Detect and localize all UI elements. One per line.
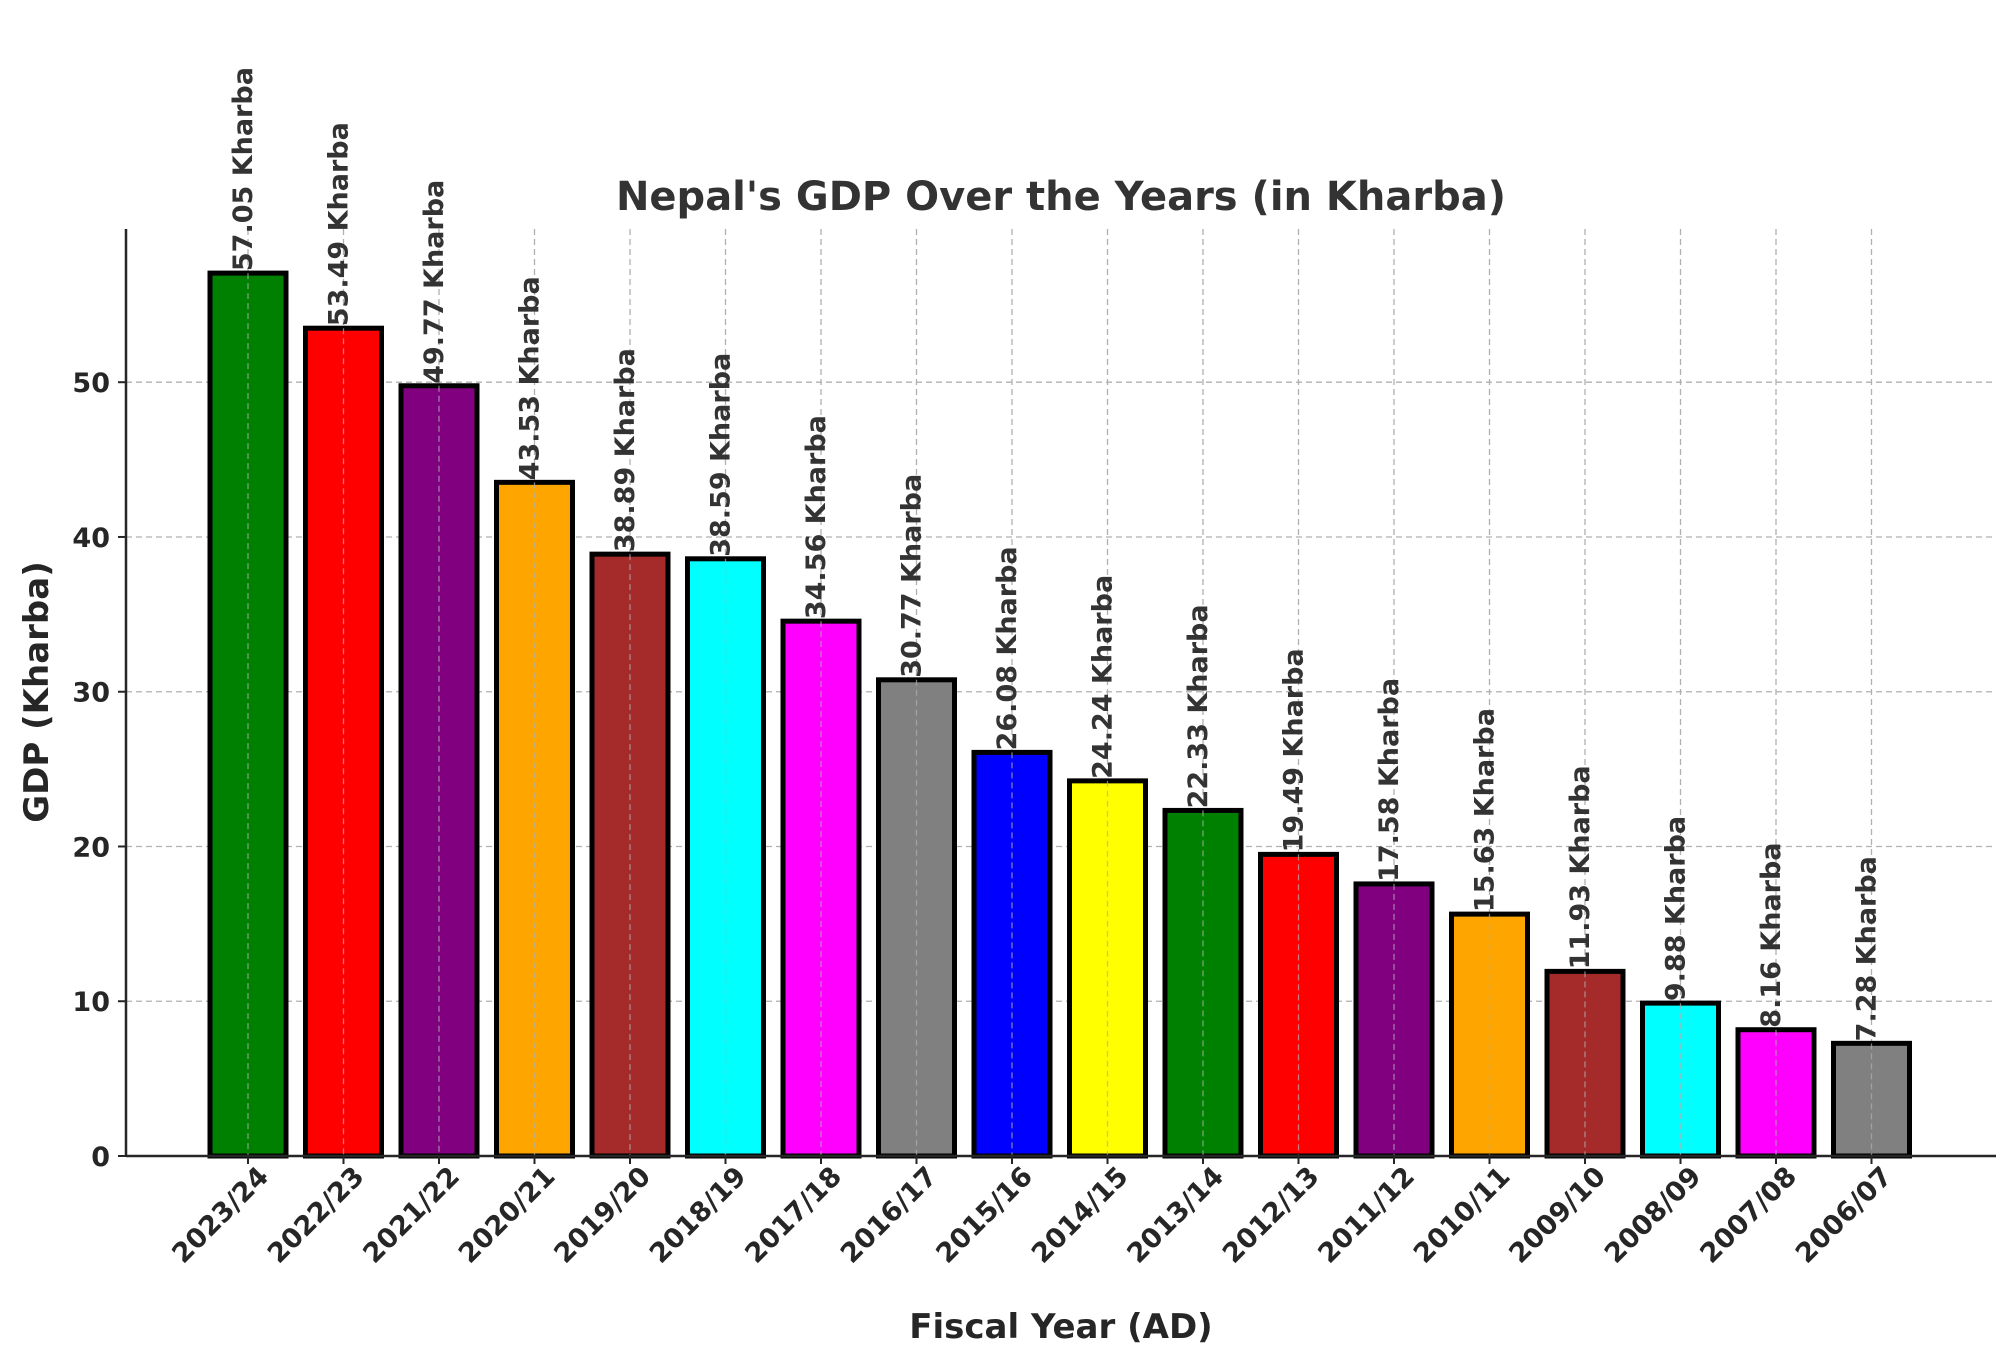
x-tick-label: 2013/14 bbox=[1121, 1161, 1230, 1270]
x-tick-label: 2020/21 bbox=[453, 1161, 562, 1270]
x-tick-label: 2012/13 bbox=[1217, 1161, 1326, 1270]
x-tick-label: 2007/08 bbox=[1694, 1161, 1803, 1270]
bar-value-label: 38.89 Kharba bbox=[610, 348, 641, 552]
bar-value-label: 34.56 Kharba bbox=[801, 415, 832, 619]
bar-value-label: 15.63 Kharba bbox=[1470, 708, 1501, 912]
y-tick-label: 0 bbox=[91, 1142, 110, 1173]
bar-value-label: 19.49 Kharba bbox=[1279, 648, 1310, 852]
x-tick-label: 2011/12 bbox=[1312, 1161, 1421, 1270]
x-tick-label: 2018/19 bbox=[644, 1161, 753, 1270]
x-tick-label: 2014/15 bbox=[1026, 1161, 1135, 1270]
bar-value-label: 24.24 Kharba bbox=[1088, 575, 1119, 779]
chart-title: Nepal's GDP Over the Years (in Kharba) bbox=[616, 174, 1506, 220]
x-tick-label: 2015/16 bbox=[930, 1161, 1039, 1270]
bar-value-label: 38.59 Kharba bbox=[706, 353, 737, 557]
bar-value-label: 8.16 Kharba bbox=[1756, 842, 1787, 1027]
bar-value-label: 53.49 Kharba bbox=[324, 122, 355, 326]
bar-value-label: 49.77 Kharba bbox=[419, 180, 450, 384]
bar-value-label: 11.93 Kharba bbox=[1565, 765, 1596, 969]
bar-value-label: 30.77 Kharba bbox=[897, 474, 928, 678]
y-tick-label: 30 bbox=[72, 678, 110, 709]
bar-value-label: 9.88 Kharba bbox=[1661, 816, 1692, 1001]
x-tick-label: 2009/10 bbox=[1503, 1161, 1612, 1270]
bar-value-label: 22.33 Kharba bbox=[1183, 604, 1214, 808]
bar bbox=[876, 677, 957, 1159]
x-tick-label: 2023/24 bbox=[166, 1161, 275, 1270]
data-labels: 57.05 Kharba 53.49 Kharba 49.77 Kharba 43.5… bbox=[228, 67, 1883, 1041]
y-tick-label: 20 bbox=[72, 832, 110, 863]
bar-value-label: 57.05 Kharba bbox=[228, 67, 259, 271]
y-tick-label: 50 bbox=[72, 368, 110, 399]
x-axis-label: Fiscal Year (AD) bbox=[909, 1307, 1212, 1347]
y-axis-label: GDP (Kharba) bbox=[17, 561, 57, 823]
x-tick-label: 2022/23 bbox=[262, 1161, 371, 1270]
bar bbox=[685, 556, 766, 1159]
bar bbox=[1067, 778, 1148, 1159]
x-tick-label: 2016/17 bbox=[835, 1161, 944, 1270]
x-tick-label: 2021/22 bbox=[357, 1161, 466, 1270]
bar-value-label: 7.28 Kharba bbox=[1852, 856, 1883, 1041]
y-tick-label: 10 bbox=[72, 987, 110, 1018]
bar-value-label: 43.53 Kharba bbox=[515, 276, 546, 480]
y-tick-label: 40 bbox=[72, 523, 110, 554]
x-tick-label: 2006/07 bbox=[1790, 1161, 1899, 1270]
bar-value-label: 26.08 Kharba bbox=[992, 546, 1023, 750]
x-tick-label: 2008/09 bbox=[1599, 1161, 1708, 1270]
bar-value-label: 17.58 Kharba bbox=[1374, 678, 1405, 882]
bars bbox=[207, 270, 1912, 1159]
x-tick-label: 2019/20 bbox=[548, 1161, 657, 1270]
x-tick-label: 2017/18 bbox=[739, 1161, 848, 1270]
x-tick-label: 2010/11 bbox=[1408, 1161, 1517, 1270]
